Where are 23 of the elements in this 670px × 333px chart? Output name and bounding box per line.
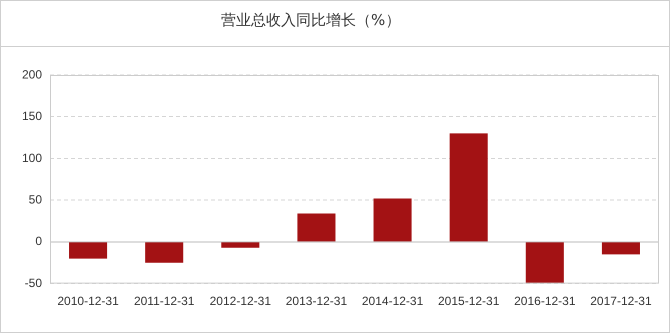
bar bbox=[221, 242, 260, 248]
bar bbox=[145, 242, 184, 263]
bar bbox=[374, 198, 412, 242]
y-tick-label: 100 bbox=[22, 150, 42, 165]
x-tick-label: 2012-12-31 bbox=[210, 294, 272, 308]
y-tick-label: 0 bbox=[35, 234, 42, 248]
y-tick-label: 200 bbox=[22, 67, 42, 82]
bar bbox=[297, 214, 336, 242]
x-tick-label: 2011-12-31 bbox=[134, 294, 195, 308]
y-tick-label: 50 bbox=[28, 192, 42, 206]
x-tick-label: 2016-12-31 bbox=[514, 294, 576, 308]
x-tick-label: 2010-12-31 bbox=[57, 294, 120, 308]
bar bbox=[450, 133, 488, 242]
chart-title: 营业总收入同比增长（%） bbox=[1, 1, 669, 47]
x-tick-label: 2013-12-31 bbox=[286, 294, 348, 308]
x-tick-label: 2014-12-31 bbox=[362, 294, 424, 308]
bar bbox=[526, 242, 564, 284]
bar bbox=[602, 242, 640, 254]
y-tick-label: 150 bbox=[22, 109, 42, 124]
y-tick-label: -50 bbox=[24, 276, 42, 290]
bar bbox=[69, 242, 108, 259]
x-tick-label: 2015-12-31 bbox=[438, 294, 500, 308]
x-tick-label: 2017-12-31 bbox=[590, 294, 652, 308]
